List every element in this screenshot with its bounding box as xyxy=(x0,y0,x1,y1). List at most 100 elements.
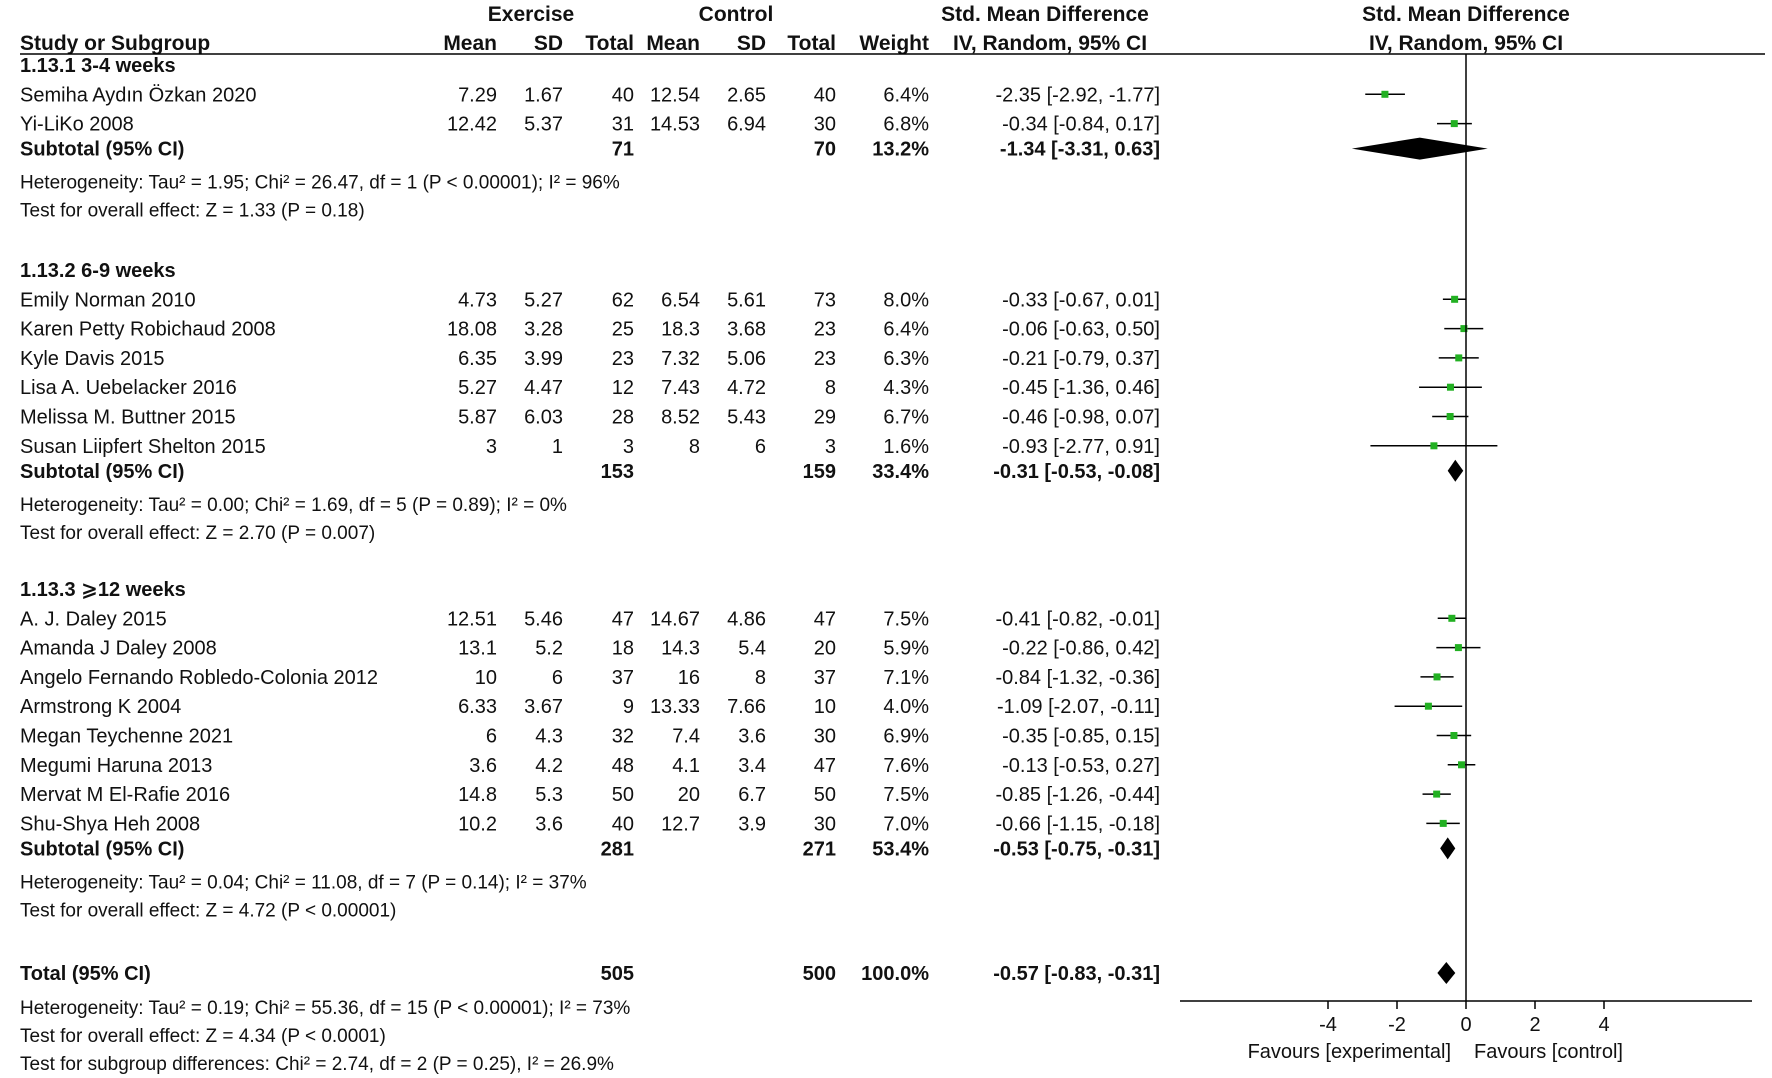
study-mean-exercise: 10 xyxy=(475,667,497,689)
study-sd-control: 7.66 xyxy=(727,696,766,718)
study-total-exercise: 9 xyxy=(623,696,634,718)
study-weight: 6.4% xyxy=(883,84,929,106)
study-weight: 1.6% xyxy=(883,436,929,458)
study-weight: 4.0% xyxy=(883,696,929,718)
study-mean-control: 7.43 xyxy=(661,377,700,399)
study-weight: 6.8% xyxy=(883,114,929,136)
study-total-exercise: 32 xyxy=(612,726,634,748)
study-total-exercise: 40 xyxy=(612,84,634,106)
study-total-control: 10 xyxy=(814,696,836,718)
study-name: Megan Teychenne 2021 xyxy=(20,726,233,748)
study-sd-exercise: 3.67 xyxy=(524,696,563,718)
study-point xyxy=(1446,413,1454,420)
study-total-exercise: 18 xyxy=(612,638,634,660)
study-sd-exercise: 5.27 xyxy=(524,289,563,311)
study-name: Yi-LiKo 2008 xyxy=(20,114,134,136)
study-sd-control: 4.86 xyxy=(727,608,766,630)
study-name: Semiha Aydın Özkan 2020 xyxy=(20,84,256,106)
study-name: Mervat M El-Rafie 2016 xyxy=(20,784,230,806)
study-mean-exercise: 5.27 xyxy=(458,377,497,399)
study-ci: -0.06 [-0.63, 0.50] xyxy=(1002,319,1160,341)
study-total-exercise: 50 xyxy=(612,784,634,806)
study-sd-exercise: 1 xyxy=(552,436,563,458)
header-sd-control: SD xyxy=(737,32,766,55)
study-sd-control: 3.6 xyxy=(738,726,766,748)
x-tick-label: 2 xyxy=(1529,1014,1540,1036)
study-total-control: 3 xyxy=(825,436,836,458)
study-ci: -0.21 [-0.79, 0.37] xyxy=(1002,348,1160,370)
subgroup-title: 1.13.2 6-9 weeks xyxy=(20,260,176,282)
study-sd-exercise: 3.28 xyxy=(524,319,563,341)
study-total-control: 47 xyxy=(814,755,836,777)
subtotal-total-control: 70 xyxy=(814,139,836,161)
study-weight: 5.9% xyxy=(883,638,929,660)
heterogeneity-text: Heterogeneity: Tau² = 0.04; Chi² = 11.08… xyxy=(20,872,587,893)
study-total-control: 23 xyxy=(814,348,836,370)
study-mean-control: 12.54 xyxy=(650,84,700,106)
study-sd-exercise: 6.03 xyxy=(524,407,563,429)
study-total-exercise: 37 xyxy=(612,667,634,689)
header-control: Control xyxy=(699,3,774,26)
study-name: Karen Petty Robichaud 2008 xyxy=(20,319,276,341)
footer-stat-0: Heterogeneity: Tau² = 0.19; Chi² = 55.36… xyxy=(20,998,630,1019)
study-name: Susan Liipfert Shelton 2015 xyxy=(20,436,266,458)
study-mean-control: 18.3 xyxy=(661,319,700,341)
study-point xyxy=(1454,644,1462,652)
study-sd-exercise: 5.3 xyxy=(535,784,563,806)
heterogeneity-text: Heterogeneity: Tau² = 0.00; Chi² = 1.69,… xyxy=(20,495,567,516)
study-sd-control: 5.06 xyxy=(727,348,766,370)
study-ci: -0.66 [-1.15, -0.18] xyxy=(995,813,1160,835)
footer-stat-1: Test for overall effect: Z = 4.34 (P < 0… xyxy=(20,1026,386,1047)
study-total-control: 47 xyxy=(814,608,836,630)
overall-effect-text: Test for overall effect: Z = 4.72 (P < 0… xyxy=(20,900,396,921)
study-point xyxy=(1439,819,1447,827)
study-total-control: 30 xyxy=(814,726,836,748)
study-mean-exercise: 18.08 xyxy=(447,319,497,341)
study-name: Shu-Shya Heh 2008 xyxy=(20,813,200,835)
study-total-exercise: 40 xyxy=(612,813,634,835)
subtotal-label: Subtotal (95% CI) xyxy=(20,461,184,483)
subtotal-ci: -0.31 [-0.53, -0.08] xyxy=(993,461,1160,483)
subtotal-total-control: 271 xyxy=(803,838,836,860)
header-mean-exercise: Mean xyxy=(443,32,497,55)
study-name: Angelo Fernando Robledo-Colonia 2012 xyxy=(20,667,378,689)
study-ci: -0.34 [-0.84, 0.17] xyxy=(1002,114,1160,136)
study-mean-exercise: 3 xyxy=(486,436,497,458)
study-total-exercise: 47 xyxy=(612,608,634,630)
study-mean-exercise: 7.29 xyxy=(458,84,497,106)
study-mean-exercise: 14.8 xyxy=(458,784,497,806)
study-mean-exercise: 13.1 xyxy=(458,638,497,660)
header-weight: Weight xyxy=(859,32,929,55)
study-point xyxy=(1460,325,1468,333)
study-sd-control: 5.61 xyxy=(727,289,766,311)
study-total-control: 20 xyxy=(814,638,836,660)
study-weight: 7.5% xyxy=(883,608,929,630)
study-mean-control: 14.53 xyxy=(650,114,700,136)
subtotal-ci: -1.34 [-3.31, 0.63] xyxy=(1000,139,1160,161)
study-mean-exercise: 5.87 xyxy=(458,407,497,429)
study-total-control: 29 xyxy=(814,407,836,429)
study-ci: -2.35 [-2.92, -1.77] xyxy=(995,84,1160,106)
total-label: Total (95% CI) xyxy=(20,963,151,985)
study-weight: 8.0% xyxy=(883,289,929,311)
total-total-control: 500 xyxy=(803,963,836,985)
subtotal-diamond xyxy=(1351,137,1488,160)
study-total-exercise: 28 xyxy=(612,407,634,429)
study-ci: -0.46 [-0.98, 0.07] xyxy=(1002,407,1160,429)
study-total-control: 8 xyxy=(825,377,836,399)
study-point xyxy=(1424,702,1432,710)
header-method-text: IV, Random, 95% CI xyxy=(953,32,1147,55)
study-name: Megumi Haruna 2013 xyxy=(20,755,212,777)
study-ci: -0.41 [-0.82, -0.01] xyxy=(995,608,1160,630)
study-mean-exercise: 3.6 xyxy=(469,755,497,777)
subtotal-label: Subtotal (95% CI) xyxy=(20,838,184,860)
study-weight: 7.0% xyxy=(883,813,929,835)
study-mean-exercise: 12.51 xyxy=(447,608,497,630)
study-weight: 4.3% xyxy=(883,377,929,399)
header-total-exercise: Total xyxy=(585,32,634,55)
study-total-control: 50 xyxy=(814,784,836,806)
study-weight: 7.5% xyxy=(883,784,929,806)
study-mean-exercise: 12.42 xyxy=(447,114,497,136)
study-ci: -0.22 [-0.86, 0.42] xyxy=(1002,638,1160,660)
